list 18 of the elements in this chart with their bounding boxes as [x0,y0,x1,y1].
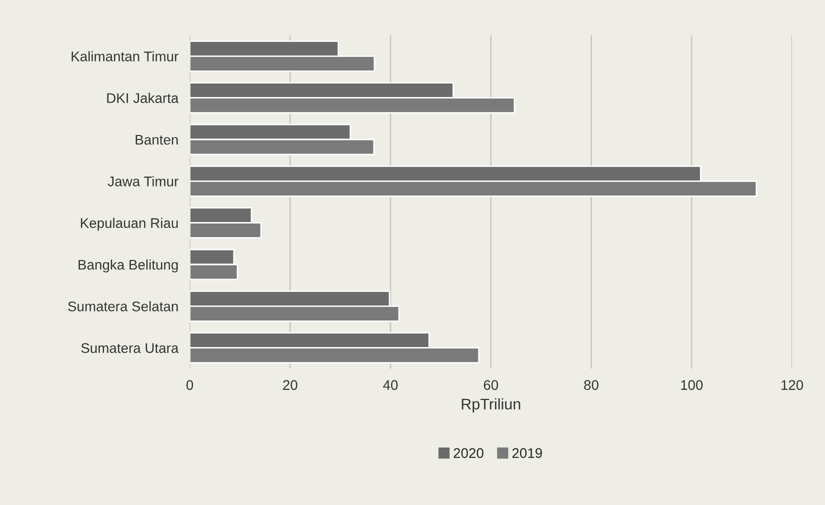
y-tick-label: Bangka Belitung [78,259,178,272]
y-tick-label: Kepulauan Riau [80,218,178,231]
x-tick-label: 20 [283,380,298,390]
y-tick-label: Jawa Timur [108,176,178,186]
y-tick-label: Banten [136,134,178,145]
y-tick-label: Sumatera Utara [81,343,179,353]
x-axis-title: RpTriliun [462,398,520,413]
x-tick-label: 0 [186,380,194,390]
x-tick-label: 80 [584,380,598,390]
legend-label: 2020 [454,448,484,458]
y-tick-label: Kalimantan Timur [72,51,178,62]
x-tick-label: 60 [484,380,498,390]
y-tick-label: DKI Jakarta [107,92,179,104]
x-tick-label: 100 [681,380,703,390]
y-tick-label: Sumatera Selatan [68,301,178,312]
x-tick-label: 120 [781,380,804,390]
x-tick-label: 40 [383,380,398,390]
legend-label: 2019 [512,448,542,458]
